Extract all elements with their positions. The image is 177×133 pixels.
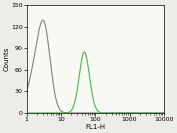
Y-axis label: Counts: Counts (4, 47, 10, 71)
X-axis label: FL1-H: FL1-H (85, 124, 105, 130)
